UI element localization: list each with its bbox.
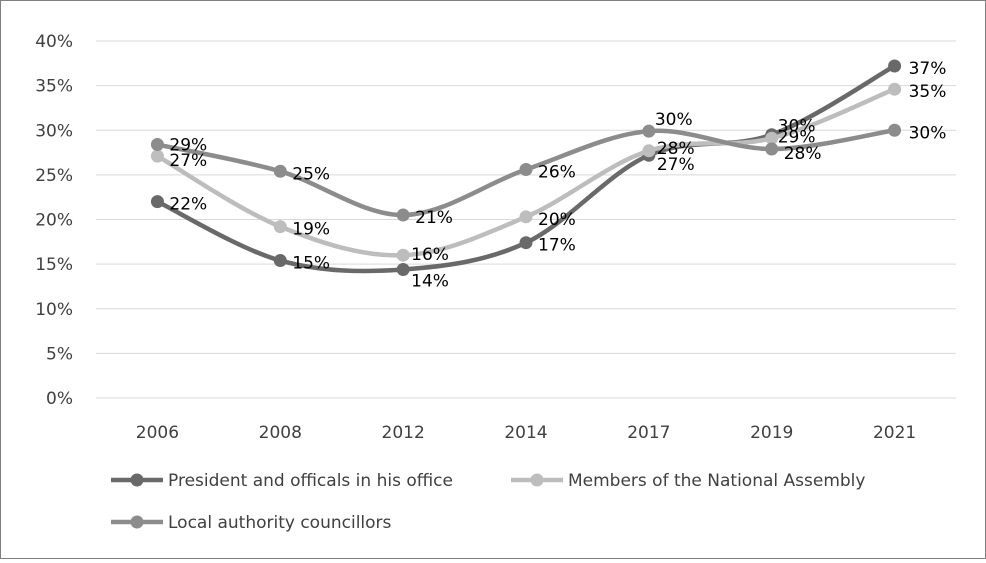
legend-label: President and officals in his office [168,471,453,491]
data-point [273,254,287,268]
y-tick-label: 10% [35,300,73,320]
data-label: 14% [411,271,449,291]
data-label: 29% [169,136,207,156]
data-point [519,236,533,250]
data-point [888,59,902,73]
legend-marker [530,473,544,487]
data-point [396,248,410,262]
x-tick-label: 2014 [504,423,547,443]
data-point [765,142,779,156]
data-point [150,149,164,163]
data-point [642,124,656,138]
data-label: 28% [657,139,695,159]
data-label: 26% [538,163,576,183]
legend-label: Members of the National Assembly [568,471,865,491]
y-tick-label: 15% [35,255,73,275]
data-label: 17% [538,236,576,256]
data-point [150,138,164,152]
legend-marker [130,515,144,529]
data-point [642,144,656,158]
x-axis: 2006 2008 2012 2014 2017 2019 2021 [136,423,916,443]
y-tick-label: 0% [46,389,73,409]
series-lines [150,59,902,276]
legend: President and officals in his office Memb… [111,471,865,533]
data-point [765,131,779,145]
x-tick-label: 2019 [750,423,793,443]
data-point [519,210,533,224]
x-tick-label: 2017 [627,423,670,443]
y-tick-label: 20% [35,211,73,231]
data-label: 22% [169,195,207,215]
legend-label: Local authority councillors [168,513,392,533]
x-tick-label: 2006 [136,423,179,443]
y-tick-label: 5% [46,344,73,364]
data-point [888,123,902,137]
data-label: 15% [292,254,330,274]
data-label: 29% [778,127,816,147]
data-label: 27% [169,151,207,171]
data-label: 21% [415,208,453,228]
data-label: 30% [655,110,693,130]
data-label: 19% [292,220,330,240]
data-label: 28% [784,144,822,164]
y-tick-label: 40% [35,32,73,52]
data-point [273,164,287,178]
data-label: 30% [909,123,947,143]
data-label: 30% [778,117,816,137]
y-tick-label: 30% [35,121,73,141]
data-point [396,262,410,276]
data-label: 16% [411,245,449,265]
data-point [150,195,164,209]
data-label: 20% [538,210,576,230]
data-label: 37% [909,59,947,79]
y-tick-label: 35% [35,77,73,97]
data-point [888,82,902,96]
data-label: 25% [292,164,330,184]
data-label: 35% [909,82,947,102]
data-point [396,208,410,222]
legend-marker [130,473,144,487]
x-tick-label: 2008 [259,423,302,443]
data-label: 27% [657,155,695,175]
data-point [519,163,533,177]
data-labels: 22%15%14%17%27%30%37%27%19%16%20%28%29%3… [169,59,946,291]
x-tick-label: 2021 [873,423,916,443]
x-tick-label: 2012 [382,423,425,443]
y-axis: 0% 5% 10% 15% 20% 25% 30% 35% 40% [35,32,73,409]
y-tick-label: 25% [35,166,73,186]
data-point [273,220,287,234]
